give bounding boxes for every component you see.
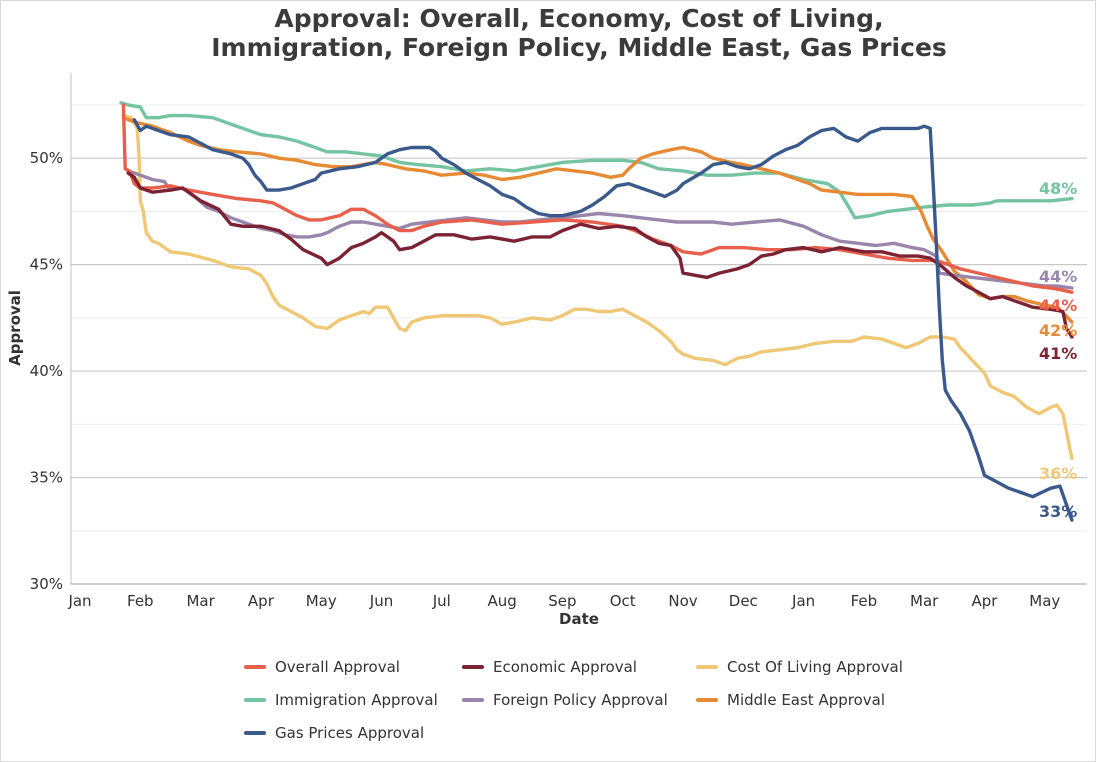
end-labels: 48% 44% 44% 42% 41% 36% 33%	[1039, 179, 1077, 521]
legend-item: Cost Of Living Approval	[696, 658, 903, 676]
x-tick-label: Mar	[186, 592, 215, 610]
x-tick-label: Aug	[487, 592, 516, 610]
series-line	[126, 171, 1074, 339]
series-lines	[119, 101, 1074, 522]
x-tick-label: Mar	[910, 592, 939, 610]
series-end-label: 33%	[1039, 502, 1077, 521]
series-end-label: 44%	[1039, 267, 1077, 286]
y-tick-label: 30%	[30, 575, 63, 593]
series-line	[119, 101, 1074, 220]
x-tick-label: May	[1029, 592, 1060, 610]
chart-title-line-2: Immigration, Foreign Policy, Middle East…	[211, 33, 947, 62]
legend-label: Immigration Approval	[275, 691, 438, 709]
legend-label: Foreign Policy Approval	[493, 691, 668, 709]
x-tick-label: Feb	[127, 592, 154, 610]
x-tick-label: Nov	[668, 592, 697, 610]
series-line	[121, 116, 1074, 324]
y-axis-title: Approval	[6, 290, 24, 366]
chart-title-line-1: Approval: Overall, Economy, Cost of Livi…	[274, 4, 883, 33]
legend-item: Economic Approval	[462, 658, 637, 676]
legend-label: Middle East Approval	[727, 691, 885, 709]
series-end-label: 36%	[1039, 464, 1077, 483]
x-tick-label: Feb	[851, 592, 878, 610]
legend-item: Overall Approval	[244, 658, 400, 676]
x-tick-label: Apr	[248, 592, 275, 610]
series-line	[121, 113, 1074, 461]
x-tick-label: Jan	[791, 592, 815, 610]
y-tick-label: 45%	[30, 256, 63, 274]
series-end-label: 44%	[1039, 296, 1077, 315]
legend-label: Cost Of Living Approval	[727, 658, 903, 676]
legend-label: Overall Approval	[275, 658, 400, 676]
series-line	[121, 103, 1074, 294]
x-tick-label: Apr	[972, 592, 999, 610]
legend-item: Immigration Approval	[244, 691, 438, 709]
series-line	[132, 118, 1074, 522]
y-tick-label: 40%	[30, 362, 63, 380]
y-tick-label: 35%	[30, 469, 63, 487]
legend-item: Middle East Approval	[696, 691, 885, 709]
legend-label: Gas Prices Approval	[275, 724, 424, 742]
grid-lines	[71, 104, 1087, 532]
x-axis-ticks: Jan Feb Mar Apr May Jun Jul Aug Sep Oct Nov Dec Jan F…	[67, 592, 1060, 610]
x-tick-label: Jul	[432, 592, 451, 610]
x-axis-title: Date	[559, 610, 599, 628]
x-tick-label: Dec	[729, 592, 758, 610]
x-tick-label: Oct	[610, 592, 636, 610]
x-tick-label: Sep	[548, 592, 576, 610]
series-end-label: 42%	[1039, 321, 1077, 340]
series-end-label: 48%	[1039, 179, 1077, 198]
x-tick-label: Jun	[369, 592, 393, 610]
x-tick-label: May	[306, 592, 337, 610]
legend-item: Foreign Policy Approval	[462, 691, 668, 709]
legend-item: Gas Prices Approval	[244, 724, 424, 742]
legend: Overall Approval Economic Approval Cost Of…	[244, 658, 903, 742]
y-tick-label: 50%	[30, 149, 63, 167]
series-end-label: 41%	[1039, 344, 1077, 363]
x-tick-label: Jan	[67, 592, 91, 610]
y-axis-ticks: 30% 35% 40% 45% 50%	[30, 149, 63, 593]
legend-label: Economic Approval	[493, 658, 637, 676]
